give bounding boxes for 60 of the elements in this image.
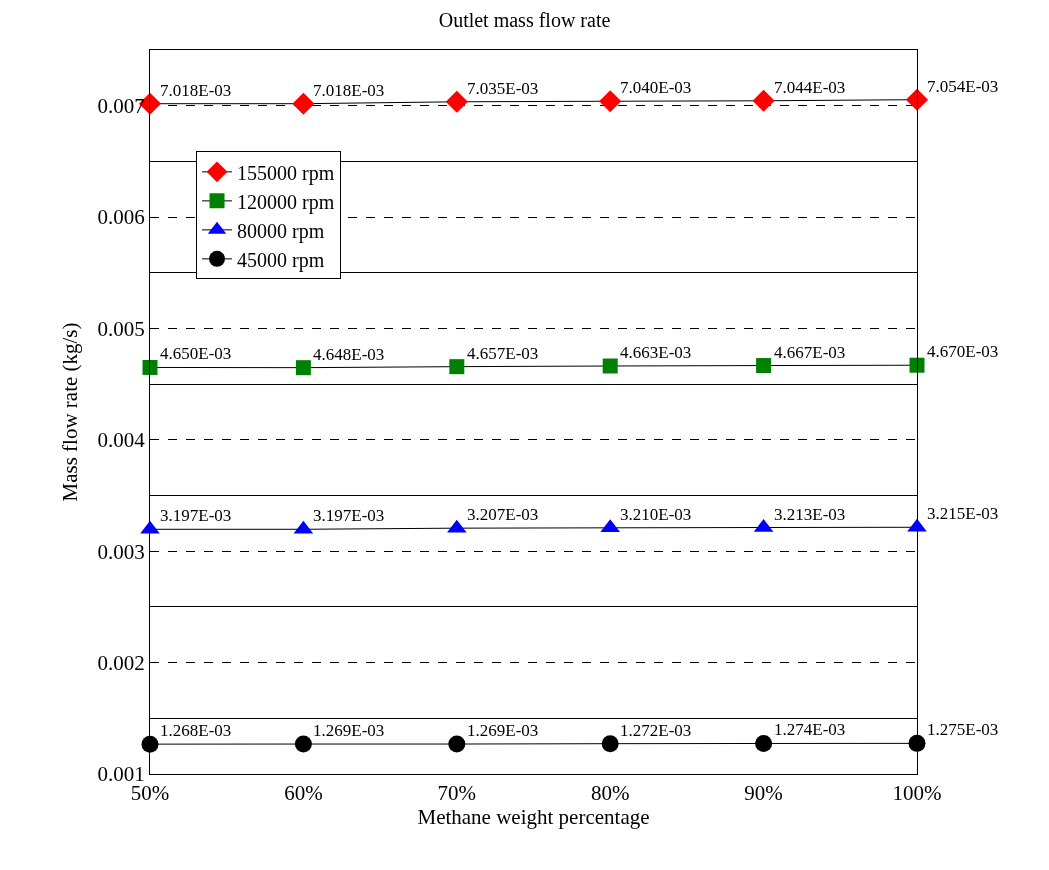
data-label: 7.044E-03 <box>774 78 846 97</box>
point <box>908 734 926 752</box>
legend-label: 80000 rpm <box>237 219 325 243</box>
point <box>755 734 773 752</box>
y-tick-label: 0.002 <box>97 650 145 675</box>
point <box>292 92 315 115</box>
point <box>448 735 466 753</box>
point <box>752 89 775 112</box>
x-axis-title: Methane weight percentage <box>417 805 650 830</box>
y-tick-label: 0.003 <box>97 539 145 564</box>
x-tick-label: 70% <box>437 781 477 806</box>
y-tick-label: 0.004 <box>97 428 146 453</box>
data-label: 3.207E-03 <box>467 505 539 524</box>
point <box>909 357 925 373</box>
legend-label: 155000 rpm <box>237 161 335 185</box>
point <box>599 90 622 113</box>
point <box>907 518 927 532</box>
data-label: 3.213E-03 <box>774 505 846 524</box>
data-label: 1.268E-03 <box>160 721 232 740</box>
data-label: 4.670E-03 <box>927 342 999 361</box>
data-label: 7.040E-03 <box>620 78 692 97</box>
data-label: 1.269E-03 <box>467 721 539 740</box>
data-label: 3.210E-03 <box>620 505 692 524</box>
data-label: 3.197E-03 <box>313 506 385 525</box>
chart-title: Outlet mass flow rate <box>438 9 611 32</box>
legend-label: 45000 rpm <box>237 248 325 272</box>
point <box>294 735 312 753</box>
data-label: 7.035E-03 <box>467 79 539 98</box>
data-label: 4.650E-03 <box>160 344 232 363</box>
point <box>142 359 158 375</box>
data-label: 1.275E-03 <box>927 720 999 739</box>
x-tick-label: 80% <box>590 781 630 806</box>
point <box>601 735 619 753</box>
y-tick-label: 0.007 <box>97 94 145 119</box>
data-label: 3.215E-03 <box>927 504 999 523</box>
data-label: 4.648E-03 <box>313 345 385 364</box>
data-label: 1.269E-03 <box>313 721 385 740</box>
point <box>449 359 465 375</box>
data-label: 7.018E-03 <box>313 81 385 100</box>
y-axis-title: Mass flow rate (kg/s) <box>57 322 82 502</box>
point <box>756 358 772 374</box>
data-label: 4.657E-03 <box>467 344 539 363</box>
data-label: 1.274E-03 <box>774 720 846 739</box>
data-label: 3.197E-03 <box>160 506 232 525</box>
x-tick-label: 100% <box>892 781 942 806</box>
data-label: 4.667E-03 <box>774 343 846 362</box>
x-tick-label: 90% <box>744 781 783 806</box>
data-label: 7.018E-03 <box>160 81 232 100</box>
x-tick-label: 60% <box>284 781 323 806</box>
data-label: 4.663E-03 <box>620 343 692 362</box>
y-tick-label: 0.005 <box>97 316 145 341</box>
point <box>295 360 311 376</box>
y-tick-label: 0.006 <box>97 205 145 230</box>
legend-label: 120000 rpm <box>237 190 335 214</box>
point <box>140 520 160 534</box>
point <box>905 88 929 111</box>
data-label: 1.272E-03 <box>620 721 692 740</box>
point <box>445 90 468 113</box>
data-label: 7.054E-03 <box>927 77 999 96</box>
point <box>602 358 618 374</box>
